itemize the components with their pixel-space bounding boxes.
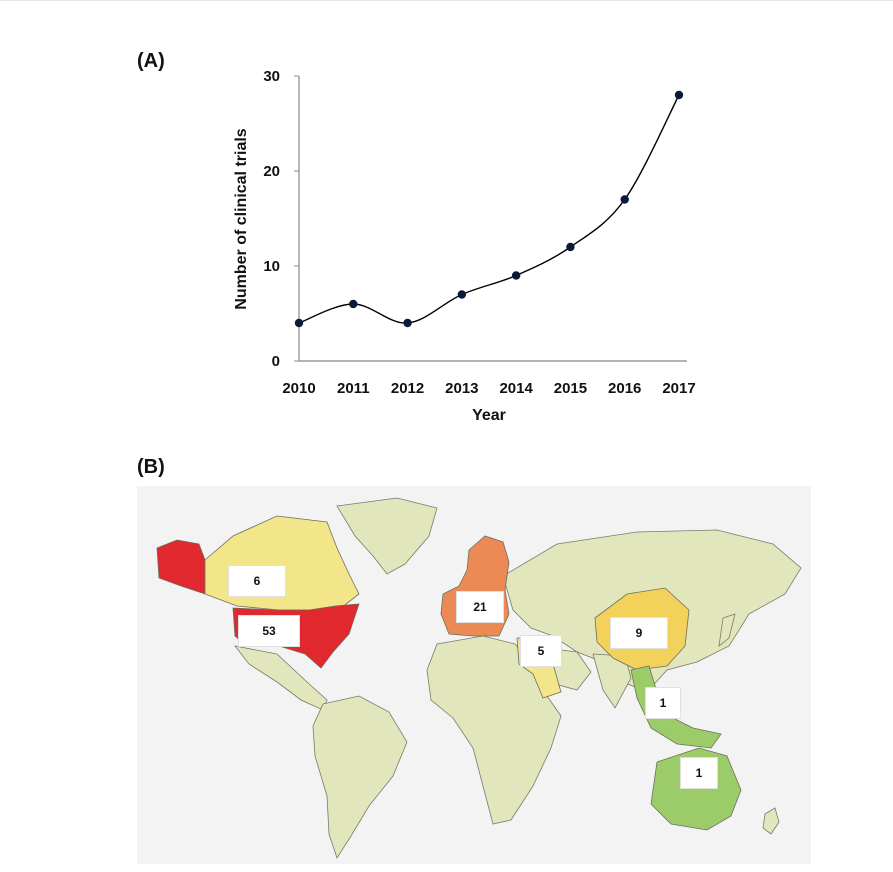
- south-america-shape: [312, 695, 408, 859]
- data-point: [511, 271, 521, 280]
- x-axis-title: Year: [472, 407, 506, 424]
- australia-count-label: 1: [681, 758, 717, 788]
- data-point: [674, 90, 684, 100]
- egypt-count-label: 5: [521, 636, 561, 666]
- trials-line-chart: 0 10 20 30 2010 2011 2012 2013 2014 2015 2016 2017…: [233, 68, 696, 424]
- world-map: 6 53 21 5 9 1 1: [137, 486, 811, 864]
- data-point: [294, 318, 304, 328]
- greenland-shape: [336, 497, 438, 575]
- panel-b-label: (B): [137, 456, 165, 478]
- data-point: [566, 242, 575, 252]
- panel-a-label: (A): [137, 50, 165, 72]
- x-tick-label: 2016: [608, 380, 641, 397]
- europe-count-label: 21: [457, 592, 503, 622]
- y-axis-title: Number of clinical trials: [233, 128, 250, 309]
- series-points: [294, 90, 684, 328]
- x-tick-label: 2015: [554, 380, 587, 397]
- x-tick-label: 2017: [662, 380, 695, 397]
- y-tick-labels: 0 10 20 30: [263, 68, 280, 370]
- data-point: [620, 195, 629, 204]
- chart-axes: [294, 75, 687, 362]
- alaska-shape: [156, 539, 206, 595]
- data-point: [403, 318, 412, 328]
- canada-count-label: 6: [229, 566, 285, 596]
- united-states-count-label: 53: [239, 616, 299, 646]
- y-tick-label: 30: [263, 68, 280, 85]
- x-tick-label: 2012: [391, 380, 424, 397]
- world-map-svg: [156, 497, 802, 859]
- southeast-asia-shape: [630, 665, 722, 749]
- y-tick-label: 0: [272, 353, 280, 370]
- y-tick-label: 20: [263, 163, 280, 180]
- top-border: [0, 0, 893, 1]
- southeast-asia-count-label: 1: [646, 688, 680, 718]
- data-point: [457, 290, 467, 299]
- australia-shape: [650, 747, 742, 831]
- data-point: [349, 299, 358, 309]
- x-tick-label: 2014: [499, 380, 533, 397]
- japan-shape: [718, 613, 736, 647]
- new-zealand-shape: [762, 807, 780, 835]
- x-tick-label: 2010: [282, 380, 315, 397]
- x-tick-label: 2013: [445, 380, 478, 397]
- y-tick-label: 10: [263, 258, 280, 275]
- china-count-label: 9: [611, 618, 667, 648]
- series-line: [298, 94, 680, 324]
- x-tick-labels: 2010 2011 2012 2013 2014 2015 2016 2017: [282, 380, 695, 397]
- x-tick-label: 2011: [337, 380, 370, 397]
